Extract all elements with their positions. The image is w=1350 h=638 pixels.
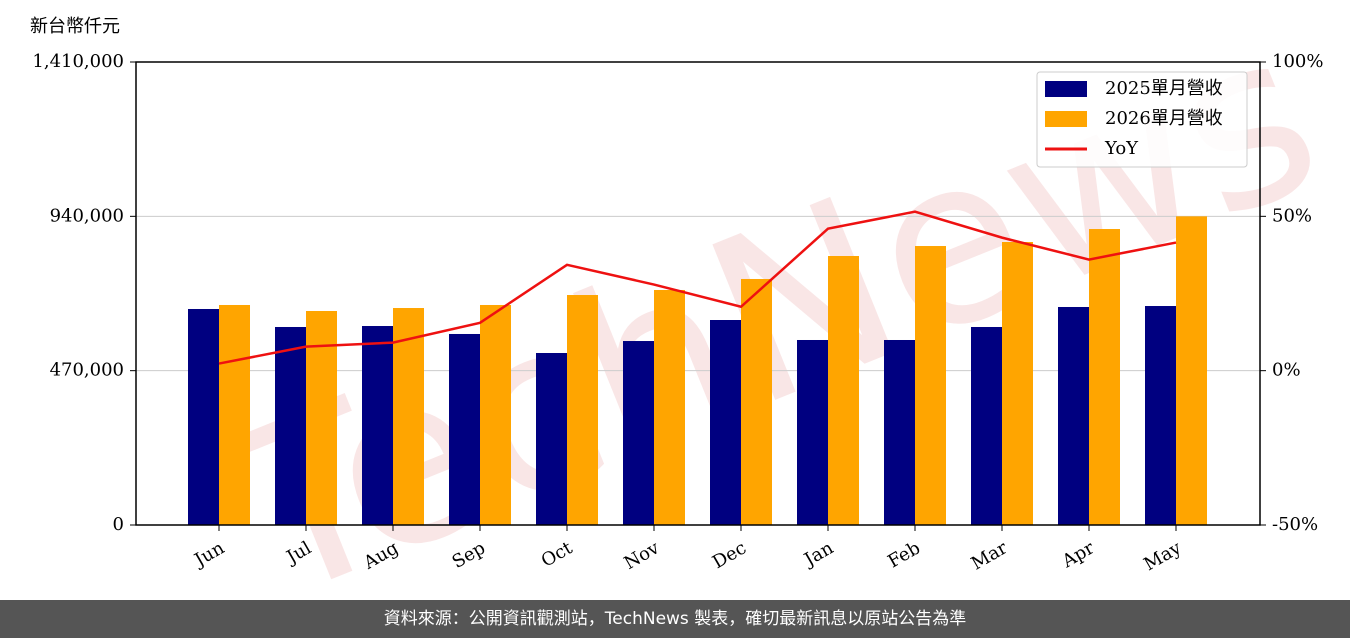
bar bbox=[915, 246, 946, 525]
bar bbox=[1058, 306, 1089, 525]
y-tick-label: 470,000 bbox=[50, 360, 124, 381]
bar bbox=[1176, 216, 1207, 526]
bar bbox=[275, 326, 306, 525]
x-tick-label: Jun bbox=[189, 537, 228, 572]
legend-label: 2026單月營收 bbox=[1105, 108, 1223, 129]
bar bbox=[828, 256, 859, 525]
bar bbox=[567, 295, 598, 525]
plot-frame bbox=[135, 61, 1261, 526]
footer: 資料來源：公開資訊觀測站，TechNews 製表，確切最新訊息以原站公告為準 bbox=[0, 600, 1350, 638]
chart: TechNews 新台幣仟元 0470,000940,0001,410,000-… bbox=[30, 0, 1350, 600]
y2-tick-label: -50% bbox=[1272, 514, 1318, 535]
bar bbox=[393, 308, 424, 525]
bar bbox=[480, 304, 511, 525]
legend-label: 2025單月營收 bbox=[1105, 78, 1223, 99]
y2-tick-label: 50% bbox=[1272, 205, 1312, 226]
y2-tick-label: 100% bbox=[1272, 51, 1323, 72]
bar bbox=[797, 339, 828, 525]
bar bbox=[362, 326, 393, 525]
x-tick-label: Apr bbox=[1058, 537, 1098, 572]
bar bbox=[188, 308, 219, 525]
y2-tick-label: 0% bbox=[1272, 360, 1301, 381]
bar bbox=[710, 319, 741, 525]
bar bbox=[741, 278, 772, 525]
bar bbox=[654, 289, 685, 525]
bar bbox=[623, 341, 654, 525]
legend-swatch bbox=[1045, 81, 1087, 97]
x-tick-label: Jan bbox=[799, 537, 837, 571]
bar bbox=[219, 304, 250, 525]
bar bbox=[1145, 306, 1176, 525]
bar bbox=[971, 326, 1002, 525]
legend-box bbox=[1036, 71, 1248, 168]
x-tick-label: May bbox=[1140, 537, 1185, 575]
bar bbox=[1002, 242, 1033, 525]
y-tick-label: 0 bbox=[113, 514, 124, 535]
x-tick-label: Nov bbox=[621, 537, 664, 574]
y-axis-title: 新台幣仟元 bbox=[30, 16, 120, 37]
bar bbox=[884, 339, 915, 525]
legend-swatch bbox=[1045, 111, 1087, 127]
x-tick-label: Mar bbox=[968, 537, 1012, 574]
x-tick-label: Dec bbox=[709, 537, 750, 573]
bar bbox=[536, 353, 567, 525]
bar bbox=[449, 333, 480, 525]
y-tick-label: 1,410,000 bbox=[32, 51, 124, 72]
legend-label: YoY bbox=[1104, 138, 1139, 159]
bar bbox=[306, 311, 337, 525]
bar bbox=[1089, 229, 1120, 525]
x-tick-label: Feb bbox=[884, 537, 924, 572]
yoy-line bbox=[218, 210, 1177, 365]
y-tick-label: 940,000 bbox=[50, 205, 124, 226]
